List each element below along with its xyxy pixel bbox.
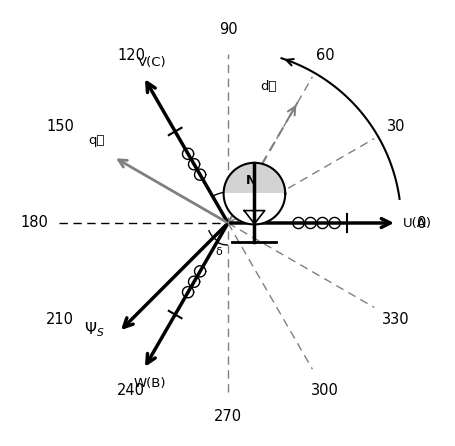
Text: 30: 30 [386, 119, 404, 134]
Text: W(B): W(B) [133, 377, 165, 390]
Text: 210: 210 [46, 312, 74, 327]
Text: 180: 180 [20, 215, 48, 231]
Text: U(A): U(A) [402, 216, 431, 230]
Polygon shape [243, 211, 264, 224]
Text: 0: 0 [416, 215, 425, 231]
Text: 90: 90 [218, 22, 237, 37]
Text: 240: 240 [117, 383, 145, 398]
Text: 150: 150 [46, 119, 74, 134]
Text: 330: 330 [381, 312, 409, 327]
Text: q轴: q轴 [88, 134, 105, 147]
Text: δ: δ [215, 248, 222, 257]
Text: 270: 270 [213, 409, 242, 424]
Text: V(C): V(C) [138, 56, 167, 69]
Text: 120: 120 [117, 48, 145, 63]
Text: d轴: d轴 [260, 80, 277, 93]
Polygon shape [223, 163, 285, 194]
Polygon shape [223, 194, 285, 224]
Text: 300: 300 [310, 383, 338, 398]
Text: 60: 60 [315, 48, 334, 63]
Text: Ψ$_S$: Ψ$_S$ [84, 320, 104, 339]
Text: N: N [246, 174, 256, 187]
